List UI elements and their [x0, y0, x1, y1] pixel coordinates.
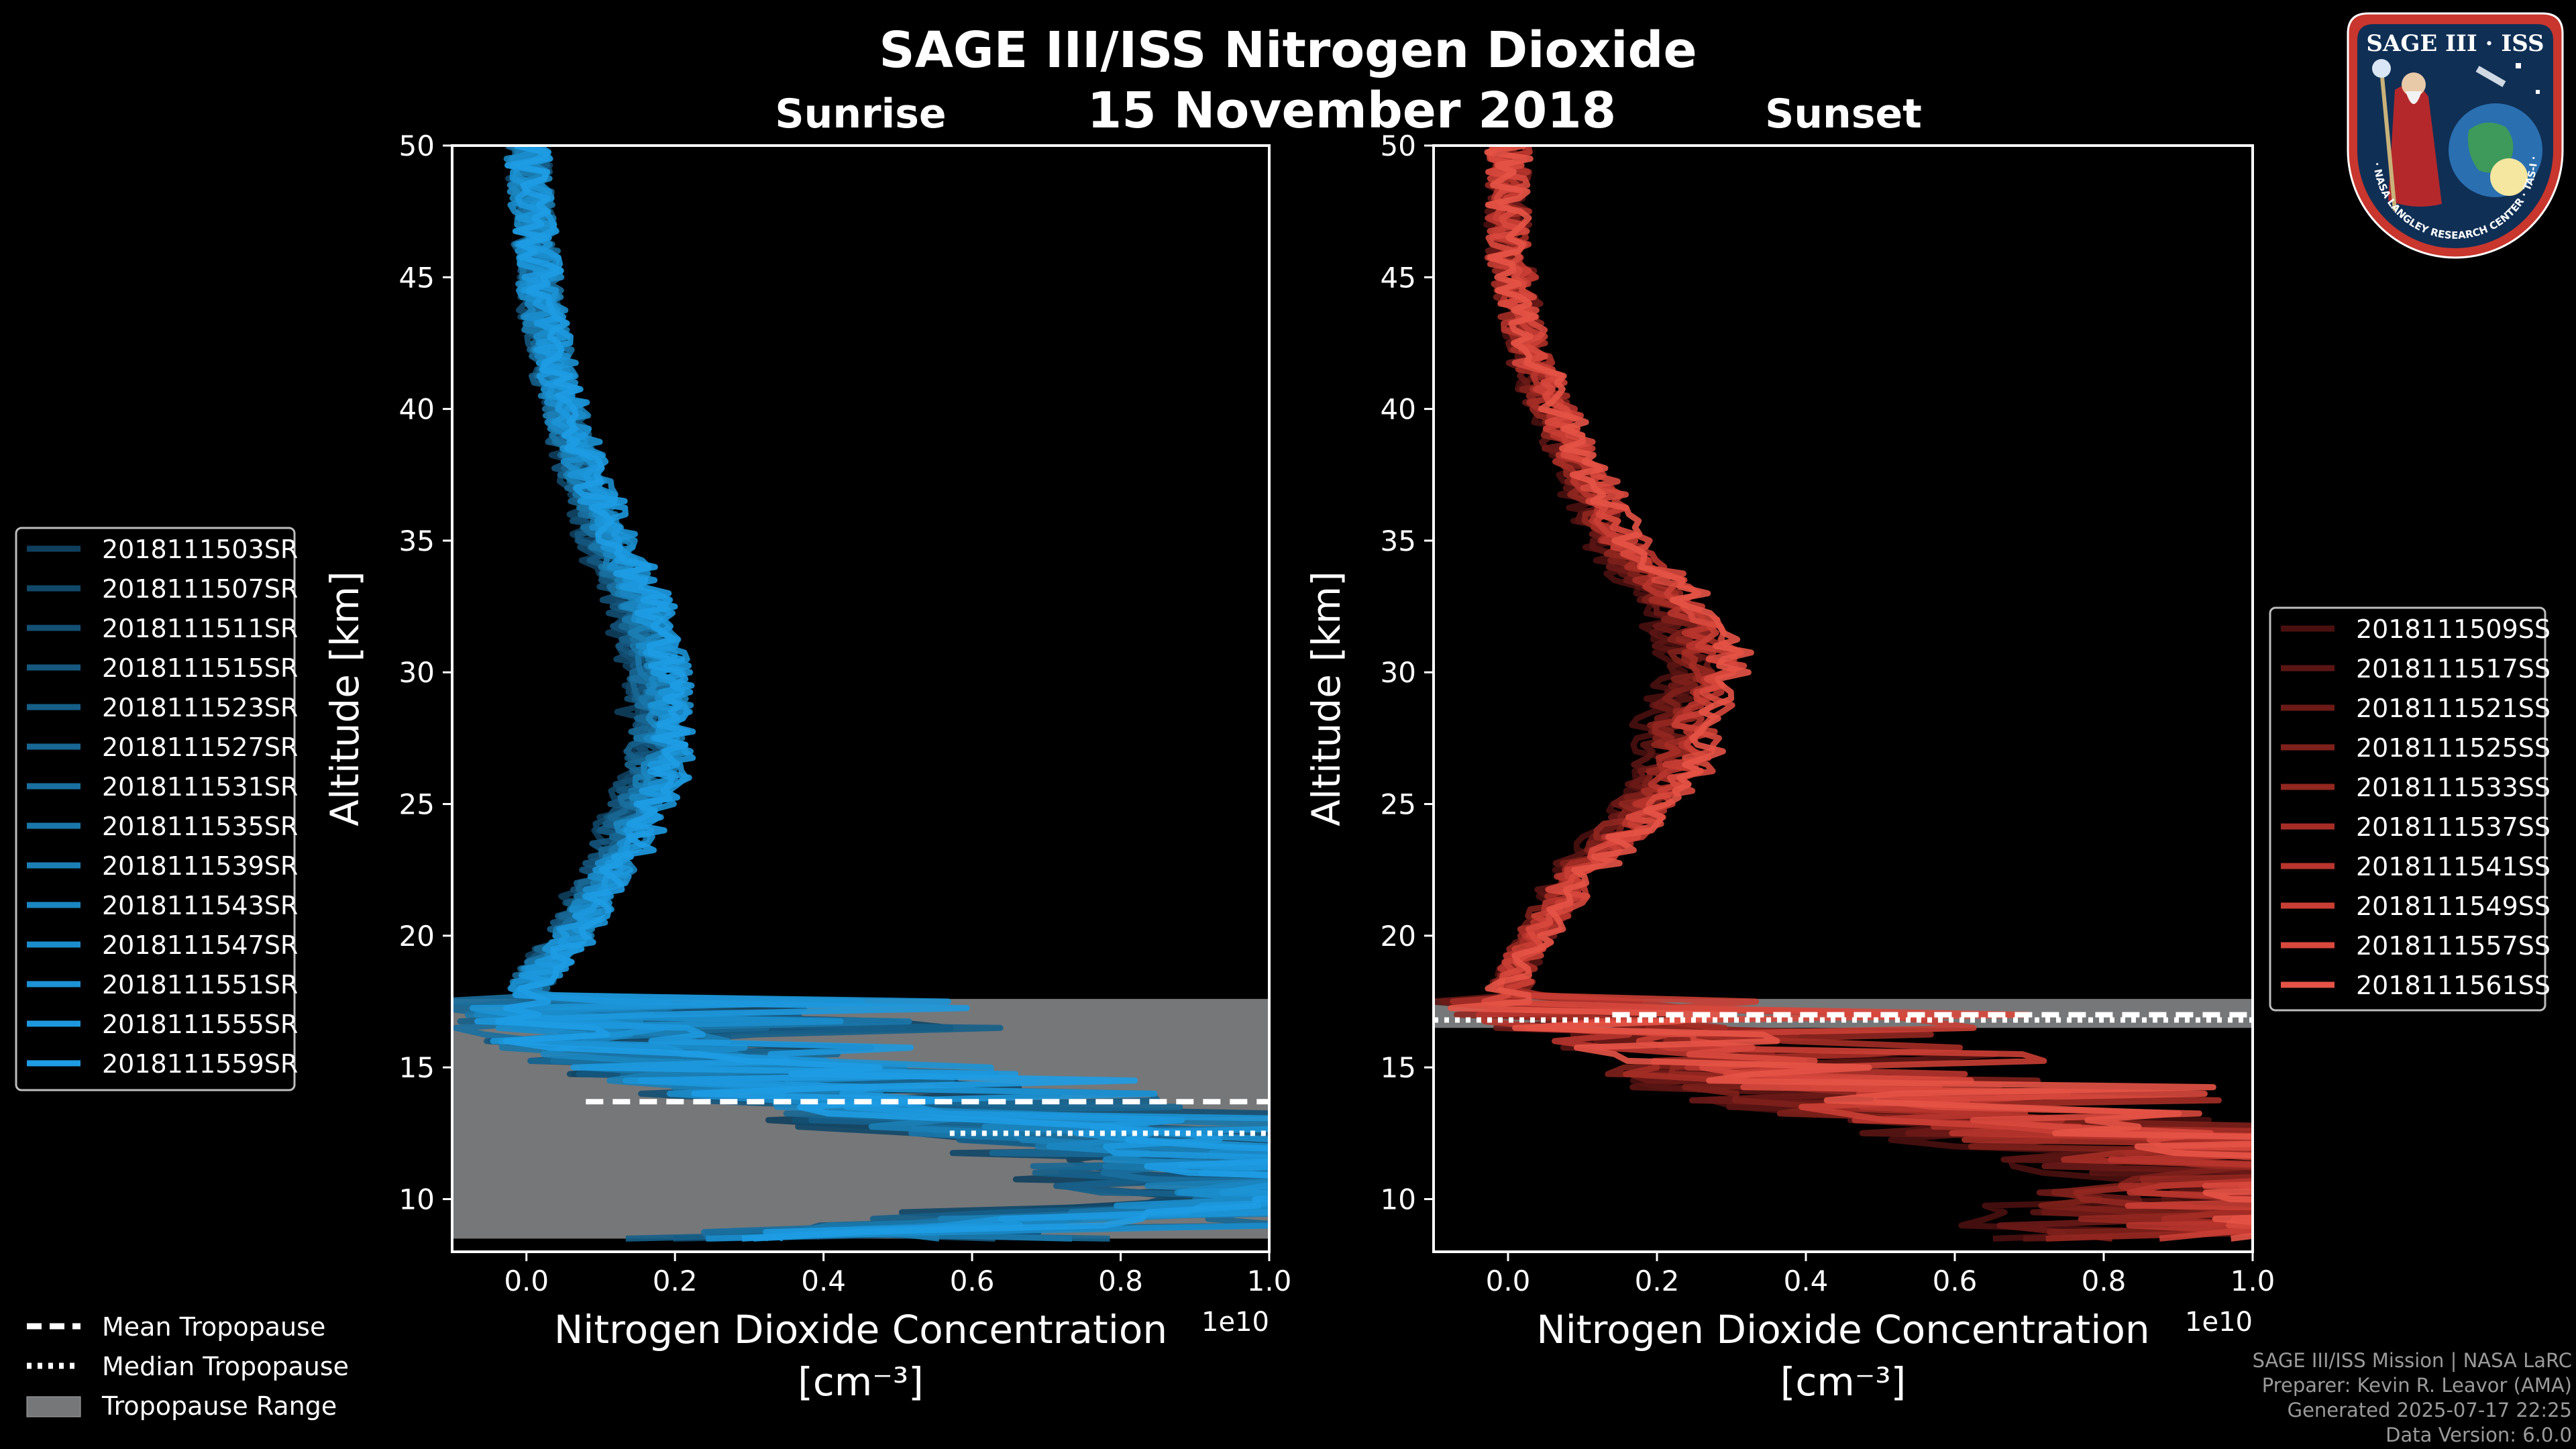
y-axis-label: Altitude [km]	[1303, 571, 1349, 826]
y-tick-label: 45	[399, 261, 435, 294]
y-tick-label: 50	[399, 129, 435, 162]
median-tropopause-label: Median Tropopause	[102, 1352, 349, 1381]
legend-label: 2018111503SR	[102, 535, 298, 564]
tropopause-range-swatch	[26, 1396, 81, 1417]
legend-label: 2018111539SR	[102, 851, 298, 881]
y-tick-label: 15	[399, 1051, 435, 1084]
legend-label: 2018111535SR	[102, 812, 298, 841]
legend-label: 2018111527SR	[102, 733, 298, 762]
y-tick-label: 50	[1381, 129, 1416, 162]
legend-label: 2018111557SS	[2356, 931, 2551, 961]
legend-label: 2018111541SS	[2356, 852, 2551, 881]
legend-label: 2018111525SS	[2356, 733, 2551, 763]
legend-label: 2018111523SR	[102, 693, 298, 722]
legend-label: 2018111531SR	[102, 772, 298, 802]
sunrise-panel: 0.0 0.2 0.4 0.6 0.8 1.0 10 15 20 25 30 35 40 45 50 1e10…	[322, 129, 1292, 1405]
profile-line	[494, 146, 1269, 1242]
legend-label: 2018111515SR	[102, 653, 298, 683]
legend-label: 2018111517SS	[2356, 654, 2551, 684]
footer-line: Generated 2025-07-17 22:25	[2287, 1399, 2572, 1421]
footer-line: Data Version: 6.0.0	[2385, 1424, 2572, 1446]
axes-frame	[1432, 144, 2254, 1253]
legend-label: 2018111561SS	[2356, 971, 2551, 1000]
sunset-legend: 2018111509SS 2018111517SS 2018111521SS 2018…	[2269, 606, 2551, 1012]
legend-label: 2018111521SS	[2356, 694, 2551, 723]
sunset-panel: 0.0 0.2 0.4 0.6 0.8 1.0 10 15 20 25 30 35 40 45 50 1e10…	[1303, 129, 2275, 1405]
y-tick-label: 10	[399, 1183, 435, 1216]
sunrise-legend: 2018111503SR 2018111507SR 2018111511SR 2018…	[15, 527, 298, 1091]
x-axis-unit: [cm⁻³]	[1780, 1359, 1907, 1405]
legend-label: 2018111511SR	[102, 614, 298, 643]
y-tick-label: 20	[1381, 920, 1416, 953]
panel-title-sunset: Sunset	[1765, 91, 1922, 138]
x-offset-label: 1e10	[1201, 1307, 1269, 1338]
y-tick-label: 35	[1381, 525, 1416, 557]
legend-label: 2018111543SR	[102, 891, 298, 920]
profile-line	[1448, 146, 2253, 1242]
profile-line	[1486, 146, 2253, 1242]
legend-label: 2018111537SS	[2356, 812, 2551, 842]
legend-frame	[15, 527, 296, 1091]
legend-label: 2018111507SR	[102, 574, 298, 604]
y-tick-label: 40	[399, 393, 435, 426]
x-tick-label: 1.0	[1247, 1265, 1292, 1297]
x-tick-label: 0.6	[1933, 1265, 1978, 1297]
y-tick-label: 10	[1381, 1183, 1416, 1216]
tropopause-range-label: Tropopause Range	[101, 1391, 337, 1421]
y-axis-label: Altitude [km]	[322, 571, 368, 826]
x-tick-label: 0.0	[504, 1265, 549, 1297]
y-tick-label: 45	[1381, 261, 1416, 294]
y-tick-label: 30	[1381, 656, 1416, 689]
y-tick-label: 20	[399, 920, 435, 953]
legend-label: 2018111533SS	[2356, 773, 2551, 802]
badge-title: SAGE III · ISS	[2366, 30, 2544, 57]
x-tick-label: 0.4	[1784, 1265, 1829, 1297]
legend-frame	[2269, 606, 2546, 1012]
x-axis-label: Nitrogen Dioxide Concentration	[554, 1307, 1167, 1352]
y-tick-label: 15	[1381, 1051, 1416, 1084]
figure-date: 15 November 2018	[1087, 82, 1616, 140]
panel-title-sunrise: Sunrise	[775, 91, 946, 138]
x-tick-label: 0.4	[801, 1265, 846, 1297]
x-tick-label: 0.8	[2082, 1265, 2127, 1297]
footer-credits: SAGE III/ISS Mission | NASA LaRC Prepare…	[2253, 1348, 2572, 1448]
x-tick-label: 0.2	[653, 1265, 698, 1297]
legend-label: 2018111547SR	[102, 930, 298, 960]
sage-iii-iss-badge: SAGE III · ISS BALL · NASA LANGLEY RESEA…	[2337, 0, 2569, 264]
y-tick-label: 25	[399, 788, 435, 821]
y-tick-label: 35	[399, 525, 435, 557]
y-tick-label: 40	[1381, 393, 1416, 426]
x-tick-label: 1.0	[2231, 1265, 2275, 1297]
figure-title: SAGE III/ISS Nitrogen Dioxide	[879, 21, 1697, 79]
legend-label: 2018111509SS	[2356, 614, 2551, 644]
legend-label: 2018111559SR	[102, 1049, 298, 1079]
legend-label: 2018111555SR	[102, 1010, 298, 1039]
x-axis-label: Nitrogen Dioxide Concentration	[1536, 1307, 2149, 1352]
profile-line	[1481, 146, 2253, 1229]
x-tick-label: 0.8	[1098, 1265, 1143, 1297]
x-offset-label: 1e10	[2185, 1307, 2253, 1338]
legend-label: 2018111549SS	[2356, 892, 2551, 921]
y-tick-label: 25	[1381, 788, 1416, 821]
footer-line: Preparer: Kevin R. Leavor (AMA)	[2261, 1374, 2572, 1397]
footer-line: SAGE III/ISS Mission | NASA LaRC	[2252, 1349, 2572, 1372]
x-tick-label: 0.2	[1635, 1265, 1680, 1297]
x-tick-label: 0.6	[950, 1265, 995, 1297]
legend-label: 2018111551SR	[102, 970, 298, 1000]
tropopause-legend: Mean Tropopause Median Tropopause Tropop…	[26, 1312, 349, 1421]
axes-frame	[451, 144, 1271, 1253]
y-tick-label: 30	[399, 656, 435, 689]
x-tick-label: 0.0	[1486, 1265, 1531, 1297]
x-axis-unit: [cm⁻³]	[798, 1359, 924, 1405]
mean-tropopause-label: Mean Tropopause	[102, 1312, 325, 1342]
